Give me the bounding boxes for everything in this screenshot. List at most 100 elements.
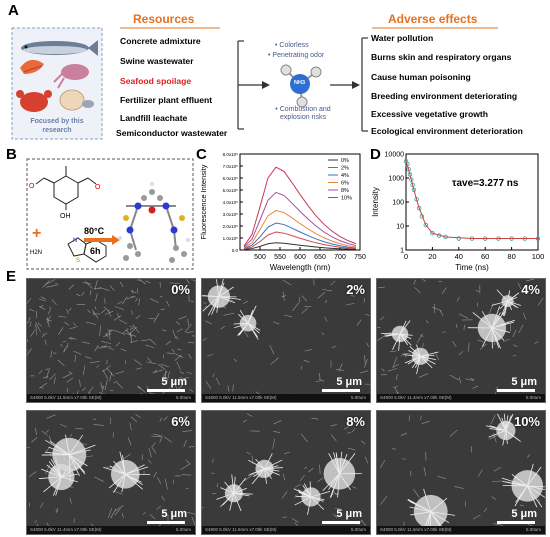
adverse-item: Ecological environment deterioration [371, 126, 523, 136]
scale-bar [322, 521, 360, 524]
sem-footer-scale: 5.00um [175, 395, 191, 400]
svg-text:O: O [95, 184, 101, 191]
product-molecule [118, 182, 190, 263]
scale-bar-label: 5 μm [161, 508, 187, 520]
scale-bar-label: 5 μm [511, 508, 537, 520]
resources-heading: Resources [133, 12, 195, 26]
svg-text:S: S [76, 258, 80, 264]
series-line [243, 242, 357, 250]
x-tick-label: 550 [274, 254, 286, 261]
panel-c-letter: C [196, 146, 207, 163]
fish-icon [21, 40, 98, 56]
resource-item: Landfill leachate [120, 113, 188, 123]
sem-texture [27, 411, 195, 534]
sem-percent-label: 4% [521, 282, 540, 297]
scale-bar-label: 5 μm [336, 376, 362, 388]
data-point [456, 236, 461, 241]
x-tick-label: 700 [334, 254, 346, 261]
x-tick-label: 60 [481, 252, 489, 261]
adverse-effects-heading: Adverse effects [388, 12, 478, 26]
crab-icon [16, 90, 52, 112]
sem-footer: S4800 5.0kV 11.4mm x7.00k SE(M) 5.00um [27, 526, 195, 534]
squid-icon [53, 64, 89, 89]
y-tick-label: 10 [396, 224, 404, 231]
y-tick-label: 8.0x10⁵ [223, 152, 239, 157]
data-point [423, 222, 428, 228]
resource-item: Fertilizer plant effluent [120, 95, 213, 105]
series-line [243, 231, 357, 250]
legend-label: 8% [341, 188, 349, 194]
sem-footer-scale: 5.00um [525, 527, 541, 532]
x-tick-label: 500 [254, 254, 266, 261]
sem-footer-info: S4800 5.0kV 11.4mm x7.00k SE(M) [380, 395, 452, 400]
sem-footer-scale: 5.00um [350, 527, 366, 532]
fit-line [405, 161, 538, 240]
sem-footer: S4800 5.0kV 11.6mm x7.00k SE(M) 5.00um [202, 394, 370, 402]
x-tick-label: 600 [294, 254, 306, 261]
legend-label: 10% [341, 196, 352, 202]
y-tick-label: 7.0x10⁵ [223, 164, 239, 169]
adverse-item: Water pollution [371, 33, 434, 43]
sem-image: 8% 5 μm S4800 5.0kV 11.6mm x7.00k SE(M) 5.0… [201, 410, 371, 535]
lifetime-annotation: τave=3.277 ns [452, 178, 519, 189]
panel-e-letter: E [6, 268, 17, 285]
property-bottom: • Combustion and explosion risks [275, 106, 331, 121]
sem-percent-label: 8% [346, 414, 365, 429]
molecule-label: NH3 [294, 80, 306, 86]
x-axis-label: Wavelength (nm) [270, 263, 331, 272]
legend-label: 0% [341, 158, 349, 164]
series-line [243, 166, 357, 247]
legend-label: 2% [341, 166, 349, 172]
sem-image: 2% 5 μm S4800 5.0kV 11.6mm x7.00k SE(M) 5.0… [201, 278, 371, 403]
scale-bar-label: 5 μm [161, 376, 187, 388]
resource-item: Swine wastewater [120, 56, 194, 66]
scale-bar-label: 5 μm [511, 376, 537, 388]
property-top: • Penetrating odor [268, 52, 325, 59]
adverse-item: Breeding environment deteriorating [371, 91, 518, 101]
sem-footer-scale: 5.00um [350, 395, 366, 400]
x-axis-label: Time (ns) [455, 263, 489, 272]
lifetime-chart: Intensity Time (ns) τave=3.277 ns 0 20 40 6… [371, 152, 544, 273]
sem-footer-info: S4800 5.0kV 11.4mm x7.00k SE(M) [30, 527, 102, 532]
shrimp-icon [20, 59, 44, 74]
y-tick-label: 2.0x10⁵ [223, 224, 239, 229]
sem-texture [202, 279, 370, 402]
y-tick-label: 4.0x10⁵ [223, 200, 239, 205]
svg-text:N: N [73, 238, 77, 244]
y-tick-label: 1.0x10⁵ [223, 236, 239, 241]
resource-item: Semiconductor wastewater [116, 128, 228, 138]
sem-percent-label: 6% [171, 414, 190, 429]
series-line [243, 222, 357, 250]
nh3-molecule-icon [280, 64, 322, 108]
svg-text:O: O [29, 183, 35, 190]
condition-temp: 80°C [84, 226, 105, 236]
sem-footer: S4800 5.0kV 11.4mm x7.00k SE(M) 5.00um [377, 394, 545, 402]
y-tick-label: 6.0x10⁵ [223, 176, 239, 181]
sem-image: 6% 5 μm S4800 5.0kV 11.4mm x7.00k SE(M) 5.0… [26, 410, 196, 535]
fluorescence-chart: Fluorescence Intensity Wavelength (nm) 5… [199, 152, 366, 272]
hydroxyl-label: OH [60, 213, 71, 220]
x-tick-label: 750 [354, 254, 366, 261]
sem-footer-info: S4800 5.0kV 11.5mm x7.00k SE(M) [30, 395, 102, 400]
legend-label: 6% [341, 181, 349, 187]
resource-item: Concrete admixture [120, 36, 201, 46]
scale-bar [497, 521, 535, 524]
data-point [417, 206, 422, 211]
chart-frame [405, 153, 539, 251]
adverse-item: Burns skin and respiratory organs [371, 52, 512, 62]
x-tick-label: 80 [507, 252, 515, 261]
panel-b-scheme: O O OH + H2N S N 80°C 6h [26, 158, 194, 270]
series-line [243, 209, 357, 249]
y-tick-label: 1000 [388, 176, 404, 183]
x-tick-label: 650 [314, 254, 326, 261]
y-tick-label: 3.0x10⁵ [223, 212, 239, 217]
scale-bar-label: 5 μm [336, 508, 362, 520]
panel-a-connectors [11, 27, 498, 140]
y-tick-label: 100 [392, 200, 404, 207]
sem-texture [27, 279, 195, 402]
sem-percent-label: 0% [171, 282, 190, 297]
resource-item-highlight: Seafood spoilage [120, 76, 192, 86]
sem-image: 10% 5 μm S4800 5.0kV 11.6mm x7.00k SE(M) 5.… [376, 410, 546, 535]
aldehyde-structure [35, 166, 97, 210]
sem-footer-scale: 5.00um [525, 395, 541, 400]
